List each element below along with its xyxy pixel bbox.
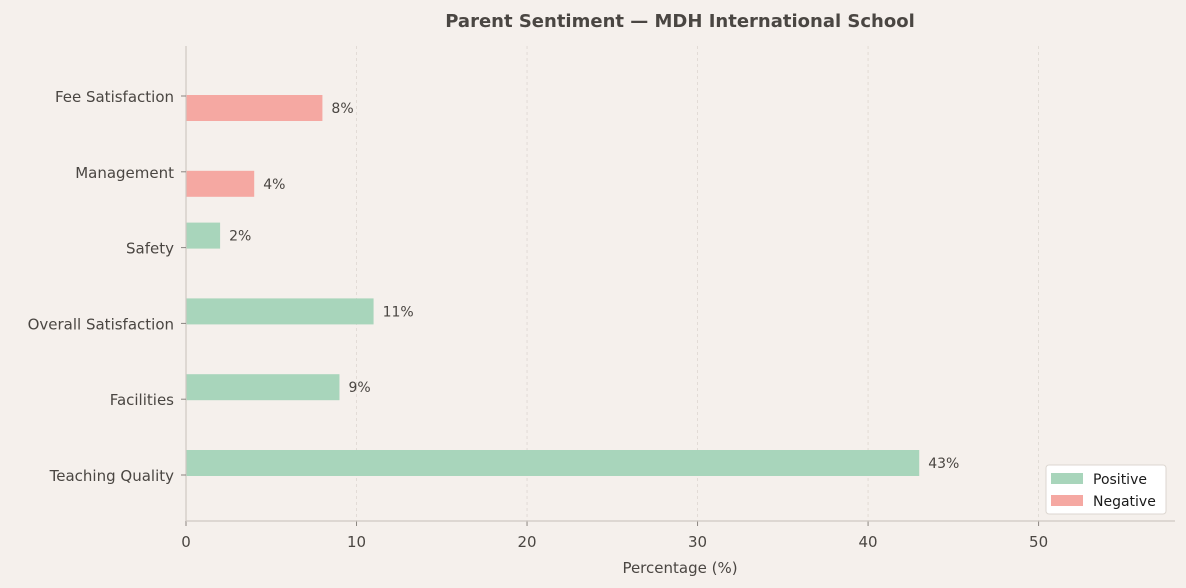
x-tick-label: 40 xyxy=(859,533,878,551)
bar-positive xyxy=(186,222,221,249)
x-tick-label: 20 xyxy=(517,533,536,551)
data-label: 43% xyxy=(928,456,959,472)
x-tick-label: 30 xyxy=(688,533,707,551)
x-tick-label: 50 xyxy=(1029,533,1048,551)
y-tick-label: Facilities xyxy=(110,391,174,409)
legend-swatch-negative xyxy=(1051,495,1083,506)
legend-swatch-positive xyxy=(1051,473,1083,484)
data-label: 11% xyxy=(383,304,414,320)
x-tick-label: 10 xyxy=(347,533,366,551)
y-tick-label: Teaching Quality xyxy=(49,467,174,485)
axes: 0 10 20 30 40 50 Fee Satisfaction Management Saf… xyxy=(28,46,1175,551)
y-tick-label: Overall Satisfaction xyxy=(28,315,174,333)
data-label: 8% xyxy=(331,101,353,117)
data-label: 4% xyxy=(263,177,285,193)
bar-negative xyxy=(186,95,323,121)
bars: 2% 11% 9% 43% 8% 4% xyxy=(186,95,959,476)
legend: Positive Negative xyxy=(1045,464,1167,515)
grid xyxy=(356,46,1039,521)
legend-label-positive: Positive xyxy=(1093,472,1147,488)
bar-positive xyxy=(186,298,374,325)
x-tick-label: 0 xyxy=(181,533,191,551)
bar-negative xyxy=(186,170,255,197)
legend-label-negative: Negative xyxy=(1093,494,1156,510)
data-label: 2% xyxy=(229,229,251,245)
bar-positive xyxy=(186,450,920,476)
x-axis-label: Percentage (%) xyxy=(622,559,737,577)
y-tick-label: Fee Satisfaction xyxy=(55,88,174,106)
chart-title: Parent Sentiment — MDH International Sch… xyxy=(445,11,915,32)
y-tick-label: Safety xyxy=(126,240,174,258)
y-tick-label: Management xyxy=(75,164,174,182)
data-label: 9% xyxy=(348,380,370,396)
bar-positive xyxy=(186,374,340,401)
